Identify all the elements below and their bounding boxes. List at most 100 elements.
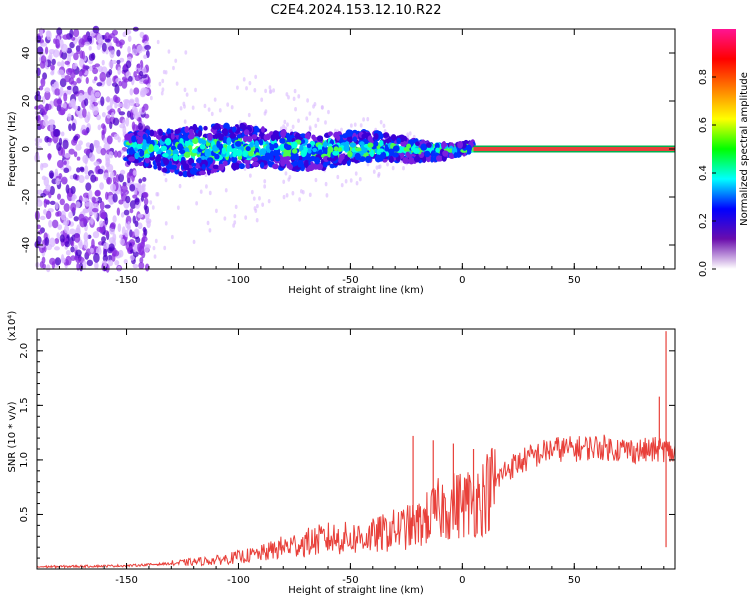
spectrogram-noise-cell [139, 70, 144, 77]
carrier-core [473, 147, 675, 151]
spectrogram-noise-cell [109, 48, 115, 59]
spectrogram-noise-cell [69, 228, 76, 235]
spectrogram-noise-cell [89, 217, 94, 225]
spectrogram-haze-cell [156, 39, 160, 45]
spectrogram-noise-cell [106, 76, 112, 87]
spectrogram-noise-cell [146, 83, 151, 89]
spectrogram-noise-cell [63, 203, 70, 212]
spectrogram-noise-cell [43, 114, 49, 121]
spectrogram-noise-cell [94, 63, 101, 68]
spectrogram-noise-cell [134, 197, 140, 206]
spectrogram-band-cell [251, 161, 259, 167]
spectrogram-noise-cell [96, 226, 103, 232]
spectrogram-noise-cell [93, 252, 100, 263]
spectrogram-haze-cell [372, 169, 376, 174]
spectrogram-noise-cell [60, 147, 66, 158]
spectrogram-noise-cell [90, 174, 97, 183]
spectrogram-noise-cell [41, 162, 49, 168]
spectrogram-noise-cell [132, 194, 138, 199]
spectrogram-haze-cell [153, 254, 157, 259]
spectrogram-noise-cell [109, 171, 115, 180]
spectrogram-haze-cell [378, 164, 382, 169]
spectrogram-noise-cell [60, 254, 65, 264]
spectrogram-haze-cell [320, 105, 324, 110]
spectrogram-noise-cell [137, 222, 143, 230]
spectrogram-band-cell [402, 157, 409, 164]
spectrogram-noise-cell [110, 222, 116, 230]
spectrogram-band-cell [251, 156, 259, 162]
spectrogram-band-cell [380, 151, 387, 159]
spectrogram-noise-cell [96, 114, 101, 121]
spectrogram-haze-cell [242, 77, 246, 82]
spectrogram-noise-cell [91, 208, 99, 213]
spectrogram-noise-cell [119, 238, 125, 246]
spectrogram-haze-cell [178, 183, 182, 189]
spectrogram-noise-cell [106, 177, 112, 185]
spectrogram-haze-cell [308, 111, 312, 116]
spectrogram-noise-cell [59, 198, 65, 206]
spectrogram-band-cell [354, 152, 361, 161]
spectrogram-band-cell [211, 125, 218, 130]
spectrogram-haze-cell [340, 127, 343, 132]
spectrogram-noise-cell [122, 119, 126, 126]
spectrogram-noise-cell [83, 148, 91, 155]
spectrogram-noise-cell [85, 142, 91, 148]
spectrogram-haze-cell [244, 215, 248, 220]
spectrogram-band-cell [144, 153, 151, 159]
spectrogram-haze-cell [210, 111, 214, 117]
spectrogram-noise-cell [116, 150, 122, 158]
spectrogram-haze-cell [207, 107, 211, 112]
spectrogram-band-cell [309, 141, 316, 146]
spectrogram-band-cell [346, 135, 353, 142]
spectrogram-noise-cell [34, 137, 41, 143]
spectrogram-haze-cell [163, 245, 167, 251]
spectrogram-haze-cell [284, 171, 288, 176]
colorbar-tick-label: 0.0 [698, 261, 709, 277]
spectrogram-band-cell [279, 143, 285, 151]
spectrogram-noise-cell [143, 204, 148, 211]
spectrogram-haze-cell [297, 118, 300, 123]
spectrogram-band-cell [163, 158, 170, 166]
spectrogram-band-cell [279, 137, 286, 144]
spectrogram-noise-cell [127, 46, 131, 54]
spectrogram-noise-cell [136, 184, 142, 192]
spectrogram-noise-cell [69, 41, 75, 49]
spectrogram-band-cell [218, 163, 225, 171]
spectrogram-band-cell [387, 148, 395, 154]
spectrogram-noise-cell [84, 41, 90, 46]
spectrogram-haze-cell [325, 193, 329, 198]
spectrogram-noise-cell [79, 58, 85, 68]
spectrogram-noise-cell [43, 199, 50, 204]
spectrogram-band-cell [158, 128, 163, 136]
spectrogram-haze-cell [382, 123, 386, 129]
spectrogram-noise-cell [89, 103, 95, 110]
spectrogram-band-cell [322, 161, 328, 168]
spectrogram-band-cell [253, 127, 261, 133]
spectrogram-noise-cell [74, 233, 81, 243]
spectrogram-noise-cell [34, 94, 42, 102]
spectrogram-band-cell [336, 134, 341, 141]
spectrogram-haze-cell [299, 189, 303, 194]
spectrogram-haze-cell [268, 85, 272, 90]
spectrogram-noise-cell [99, 201, 105, 211]
spectrogram-noise-cell [66, 47, 72, 54]
spectrogram-haze-cell [206, 220, 210, 226]
spectrogram-noise-cell [133, 71, 137, 78]
spectrogram-noise-cell [97, 124, 102, 131]
spectrogram-noise-cell [103, 242, 110, 250]
spectrogram-noise-cell [70, 240, 75, 247]
spectrogram-band-cell [149, 129, 155, 137]
spectrogram-noise-cell [64, 60, 70, 65]
spectrogram-noise-cell [42, 119, 49, 127]
spectrogram-haze-cell [183, 87, 187, 93]
spectrogram-noise-cell [48, 49, 56, 55]
spectrogram-band-cell [192, 137, 199, 145]
spectrogram-haze-cell [195, 201, 199, 206]
spectrogram-noise-cell [117, 136, 121, 143]
spectrogram-noise-cell [123, 78, 130, 83]
spectrogram-band-cell [162, 153, 169, 158]
spectrogram-haze-cell [155, 192, 159, 197]
spectrogram-noise-cell [78, 70, 83, 77]
spectrogram-band-cell [465, 144, 472, 153]
spectrogram-band-cell [280, 129, 287, 138]
